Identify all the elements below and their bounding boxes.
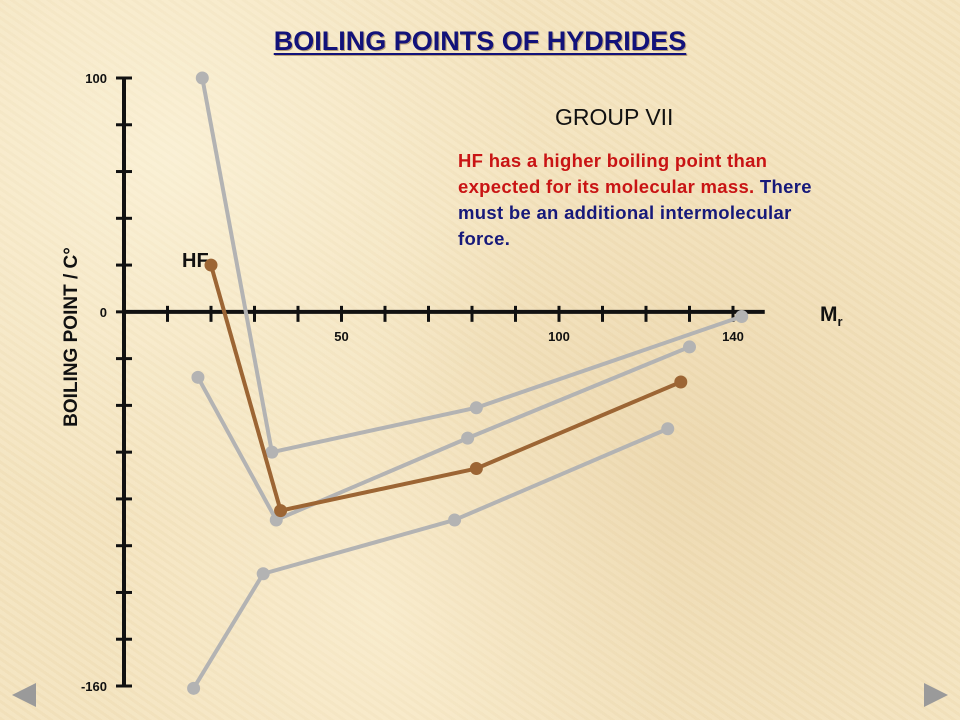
- series-line: [200, 76, 744, 455]
- hf-series-line: [209, 263, 683, 513]
- series-point: [191, 370, 205, 384]
- group-label: GROUP VII: [555, 104, 674, 130]
- x-axis-label: Mr: [820, 303, 843, 329]
- y-tick-label: -160: [81, 679, 107, 694]
- x-tick-label: 50: [334, 329, 348, 344]
- series-point: [469, 401, 483, 415]
- series-point: [256, 567, 270, 581]
- chart-title: BOILING POINTS OF HYDRIDES: [273, 26, 687, 56]
- series-line: [191, 426, 670, 691]
- series-point: [661, 422, 675, 436]
- series-point: [683, 340, 696, 354]
- x-tick-label: 140: [722, 329, 744, 344]
- hf-point-label: HF: [182, 250, 209, 272]
- hf-series-point: [674, 375, 688, 389]
- triangle-right-icon[interactable]: [924, 683, 948, 707]
- series-point: [265, 445, 279, 459]
- hf-series-point: [274, 504, 288, 518]
- annotation-text: HF has a higher boiling point than expec…: [458, 148, 838, 252]
- series-point: [195, 71, 209, 85]
- series-point: [187, 681, 201, 695]
- x-axis-label-main: M: [820, 303, 838, 326]
- hf-series-point: [204, 258, 218, 272]
- y-tick-label: 100: [85, 71, 107, 86]
- series-line: [195, 344, 692, 522]
- series-point: [448, 513, 462, 527]
- series-point: [461, 431, 475, 445]
- series-point: [735, 310, 749, 324]
- annotation-red-text: HF has a higher boiling point than expec…: [458, 150, 768, 197]
- triangle-left-icon[interactable]: [12, 683, 36, 707]
- y-tick-label: 0: [100, 305, 107, 320]
- hf-series-point: [469, 462, 483, 476]
- x-axis-label-sub: r: [837, 314, 843, 330]
- annotation-blue-text: There must be an additional intermolecul…: [458, 176, 812, 249]
- x-tick-label: 100: [548, 329, 570, 344]
